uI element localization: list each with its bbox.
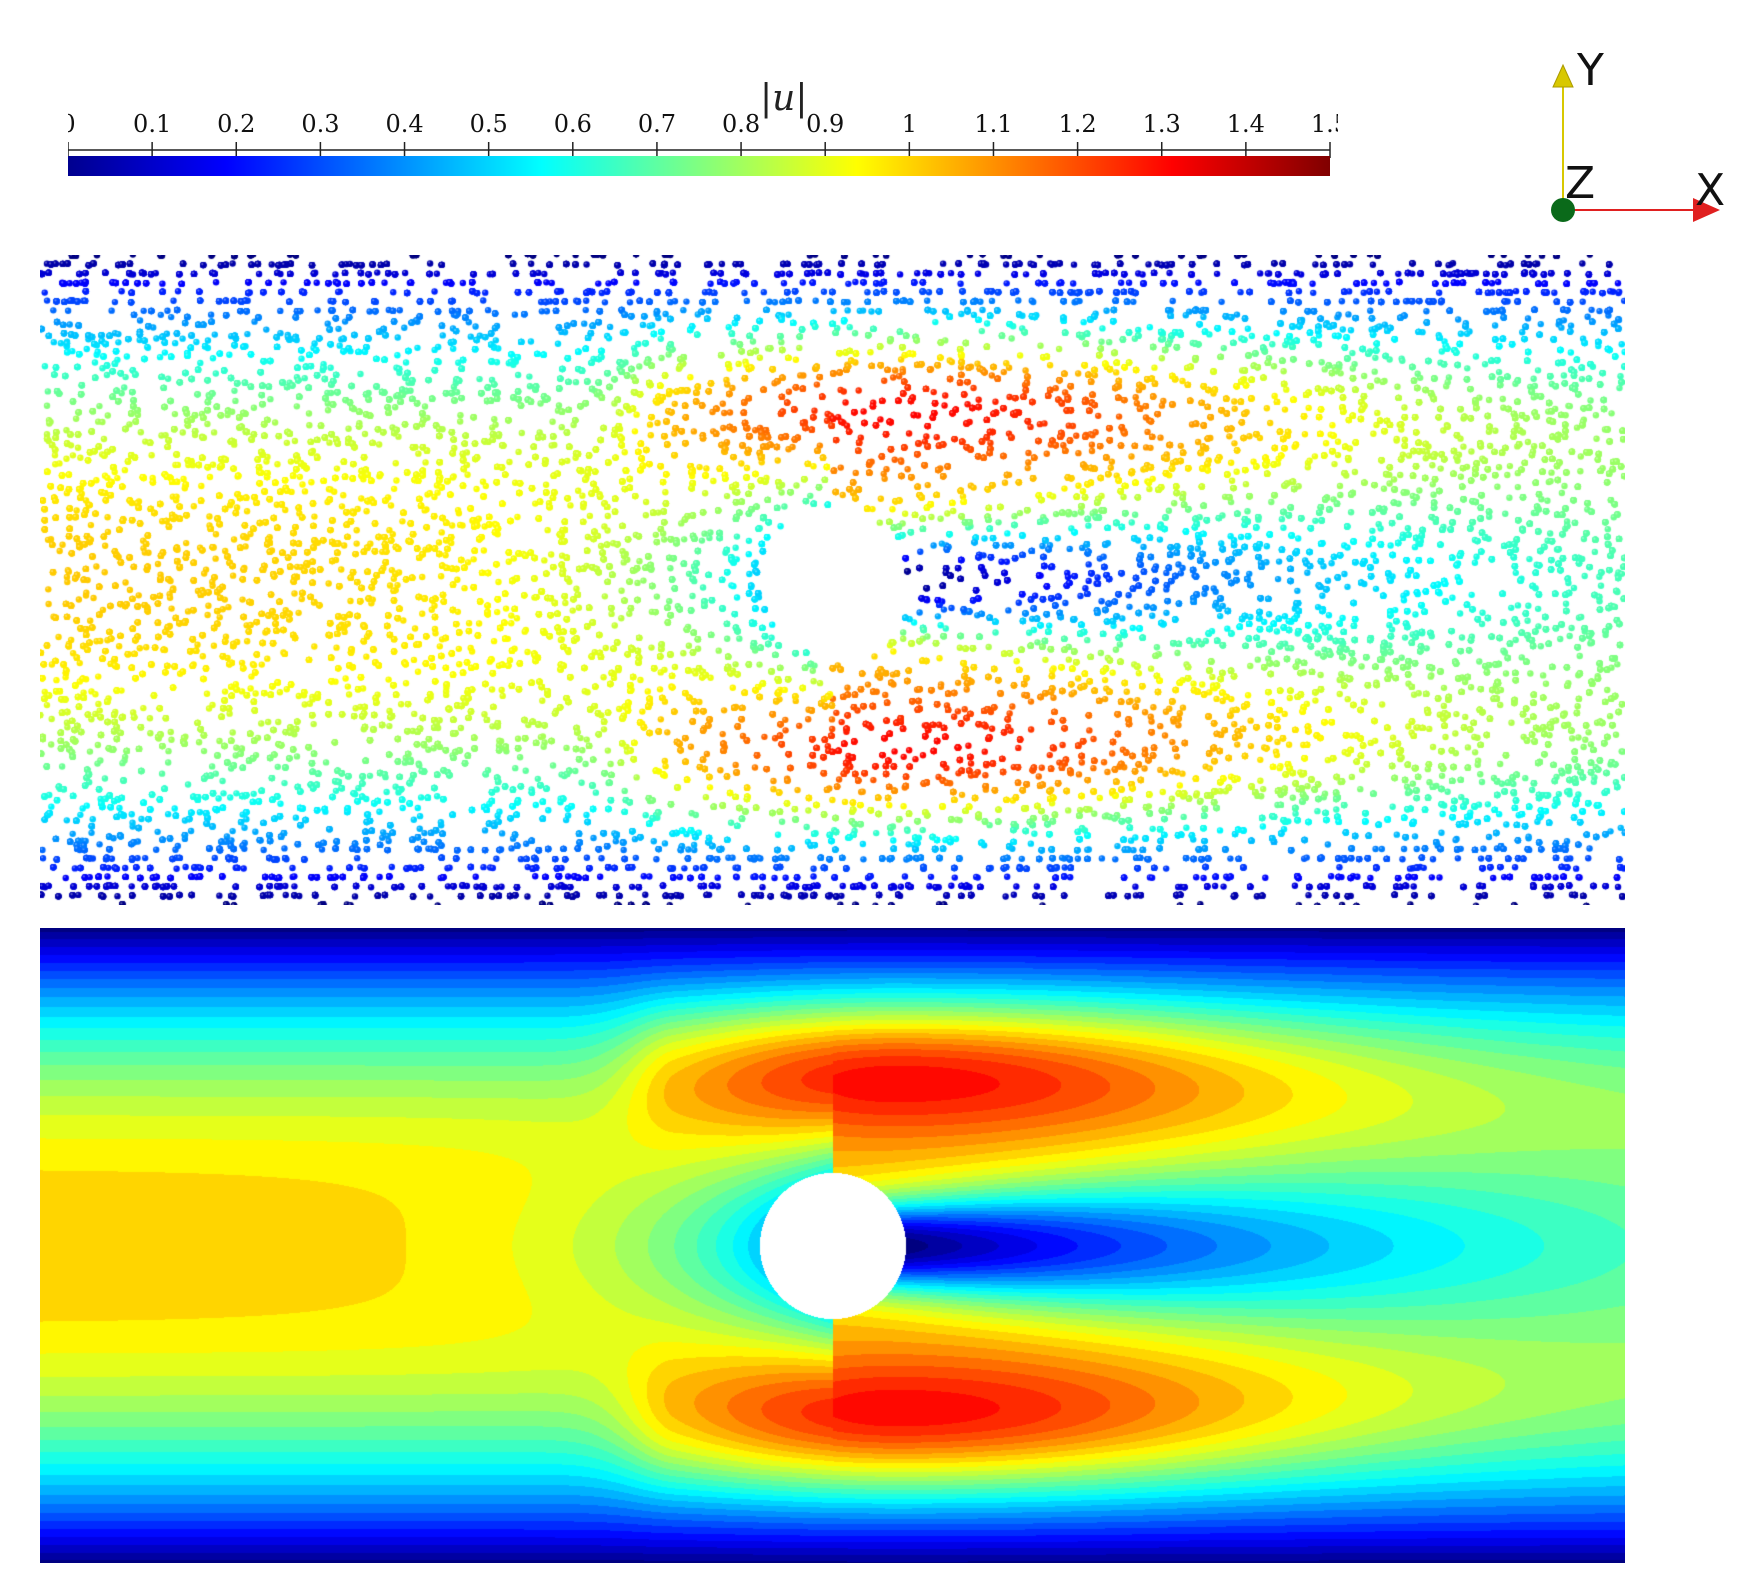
colorbar-tick-label: 1.3 xyxy=(1143,110,1181,138)
colorbar-ticks: 0 0.1 0.2 0.3 0.4 0.5 0.6 0.7 0.8 0.9 1 1.1 1.2 1.3 1.… xyxy=(68,110,1338,158)
colorbar-title: |u| xyxy=(760,78,808,119)
colorbar-tick-label: 1.4 xyxy=(1227,110,1265,138)
x-axis-label: X xyxy=(1695,165,1725,216)
particle-scatter-plot xyxy=(40,255,1625,905)
colorbar-tick-label: 1.2 xyxy=(1059,110,1097,138)
axes-triad: Y X Z xyxy=(1551,50,1725,222)
z-axis-label: Z xyxy=(1565,158,1595,209)
colorbar-tick-label: 0.5 xyxy=(470,110,508,138)
colorbar-tick-label: 1.1 xyxy=(974,110,1012,138)
colorbar-tick-label: 0.9 xyxy=(806,110,844,138)
y-axis-label: Y xyxy=(1576,50,1604,96)
colorbar-tick-label: 0.1 xyxy=(133,110,171,138)
z-axis-dot xyxy=(1551,198,1575,222)
colorbar-tick-label: 1.5 xyxy=(1311,110,1338,138)
colorbar: 0 0.1 0.2 0.3 0.4 0.5 0.6 0.7 0.8 0.9 1 1.1 1.2 1.3 1.… xyxy=(68,110,1338,176)
colorbar-tick-label: 0.8 xyxy=(722,110,760,138)
colorbar-tick-label: 0.4 xyxy=(385,110,423,138)
colorbar-tick-label: 0.3 xyxy=(301,110,339,138)
colorbar-gradient xyxy=(68,156,1330,176)
velocity-contour-plot xyxy=(40,928,1625,1563)
colorbar-tick-label: 0 xyxy=(68,110,76,138)
colorbar-tick-label: 0.7 xyxy=(638,110,676,138)
x-axis-arrow xyxy=(1693,198,1720,222)
colorbar-tick-label: 0.2 xyxy=(217,110,255,138)
colorbar-tick-label: 1 xyxy=(902,110,917,138)
y-axis-arrow xyxy=(1552,63,1574,88)
colorbar-tick-label: 0.6 xyxy=(554,110,592,138)
